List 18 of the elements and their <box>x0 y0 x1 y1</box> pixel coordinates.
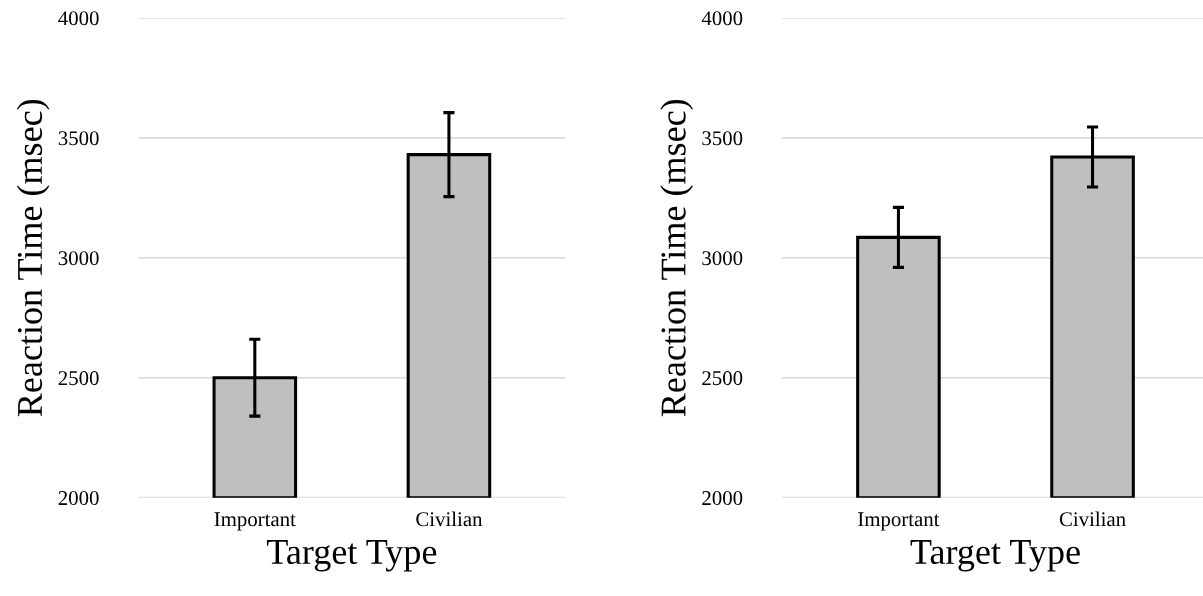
x-tick-label: Civilian <box>1059 511 1126 527</box>
y-axis-title: Reaction Time (msec) <box>660 99 694 417</box>
y-tick-label: 4000 <box>701 11 743 26</box>
x-axis-title: Target Type <box>910 540 1080 572</box>
x-tick-label: Important <box>214 512 296 531</box>
y-axis-title: Reaction Time (msec) <box>16 99 50 417</box>
y-tick-label: 2500 <box>702 371 743 386</box>
y-tick-label: 3500 <box>702 131 743 146</box>
y-tick-label: 3000 <box>58 251 99 266</box>
y-tick-label: 2000 <box>58 491 99 506</box>
y-tick-label: 3500 <box>58 131 99 146</box>
x-tick-label: Civilian <box>416 511 483 527</box>
x-axis-title: Target Type <box>266 540 437 572</box>
y-tick-label: 3000 <box>702 251 743 266</box>
y-tick-label: 2500 <box>58 371 99 386</box>
y-tick-label: 4000 <box>58 11 99 26</box>
x-tick-label: Important <box>858 512 940 531</box>
y-tick-label: 2000 <box>702 491 743 506</box>
